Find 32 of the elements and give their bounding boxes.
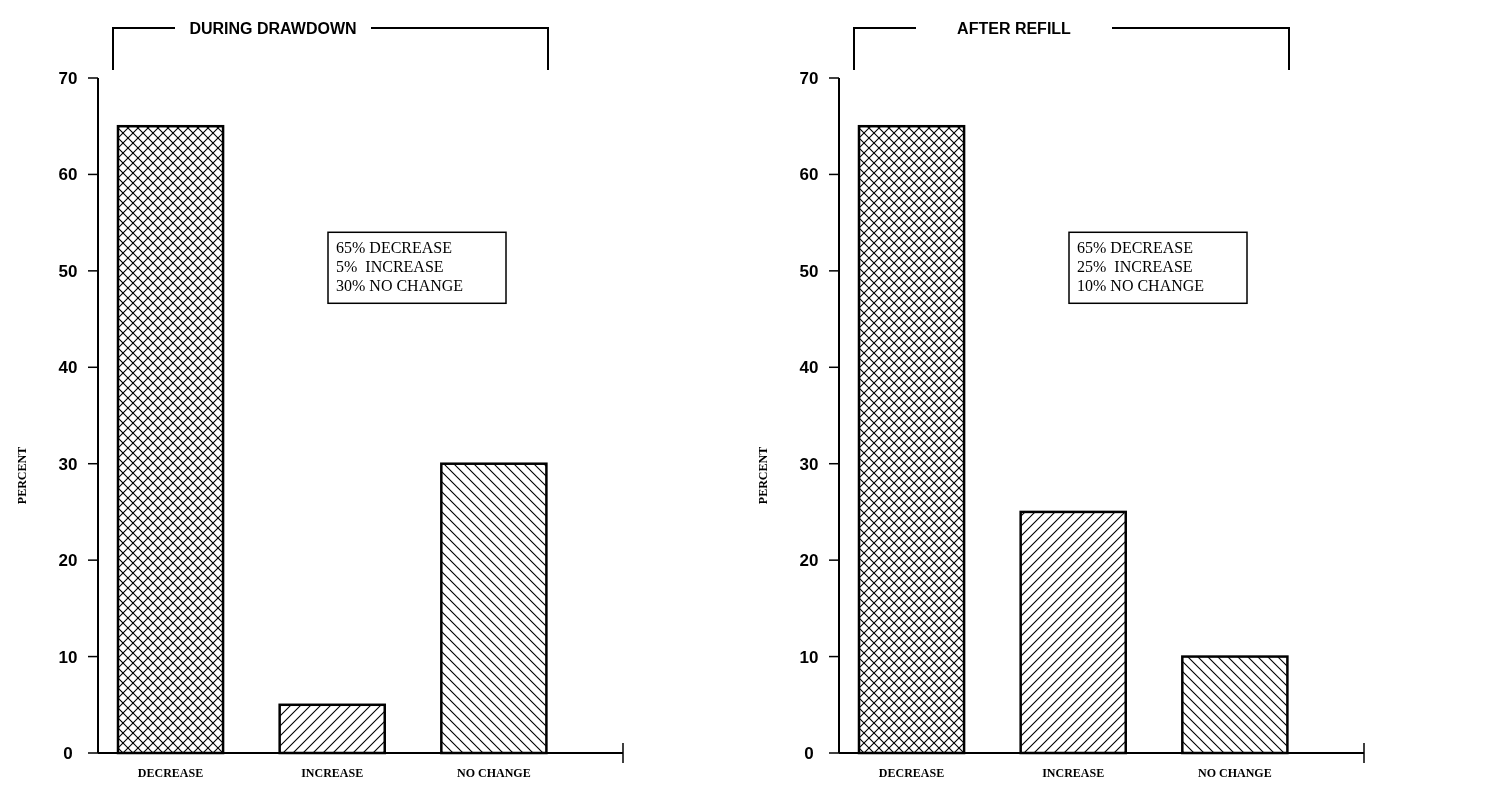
y-tick-label: 0	[804, 743, 814, 763]
x-tick-label: INCREASE	[301, 766, 364, 780]
y-tick-label: 10	[58, 647, 78, 667]
y-tick-label: 50	[799, 261, 819, 281]
y-tick-label: 70	[58, 68, 78, 88]
y-axis-title: PERCENT	[756, 446, 770, 505]
y-tick-label: 40	[58, 358, 78, 378]
chart-title: DURING DRAWDOWN	[189, 20, 357, 37]
x-tick-label: DECREASE	[137, 766, 204, 780]
y-axis-title: PERCENT	[15, 446, 29, 505]
x-tick-label: DECREASE	[878, 766, 945, 780]
x-tick-label: NO CHANGE	[1198, 766, 1272, 780]
chart-title: AFTER REFILL	[957, 20, 1072, 37]
annotation: 10% NO CHANGE	[1077, 277, 1205, 295]
annotation: 65% DECREASE	[1077, 239, 1193, 257]
annotation: 65% DECREASE	[336, 239, 452, 257]
y-tick-label: 70	[799, 68, 819, 88]
y-tick-label: 20	[799, 551, 819, 571]
x-tick-label: NO CHANGE	[457, 766, 531, 780]
y-tick-label: 20	[58, 551, 78, 571]
x-tick-label: INCREASE	[1042, 766, 1105, 780]
annotation: 30% NO CHANGE	[336, 277, 464, 295]
y-tick-label: 40	[799, 358, 819, 378]
y-tick-label: 30	[58, 454, 78, 474]
y-tick-label: 30	[799, 454, 819, 474]
y-tick-label: 60	[58, 165, 78, 185]
annotation: 25% INCREASE	[1077, 258, 1193, 276]
annotation: 5% INCREASE	[336, 258, 444, 276]
y-tick-label: 60	[799, 165, 819, 185]
y-tick-label: 0	[63, 743, 73, 763]
y-tick-label: 10	[799, 647, 819, 667]
y-tick-label: 50	[58, 261, 78, 281]
